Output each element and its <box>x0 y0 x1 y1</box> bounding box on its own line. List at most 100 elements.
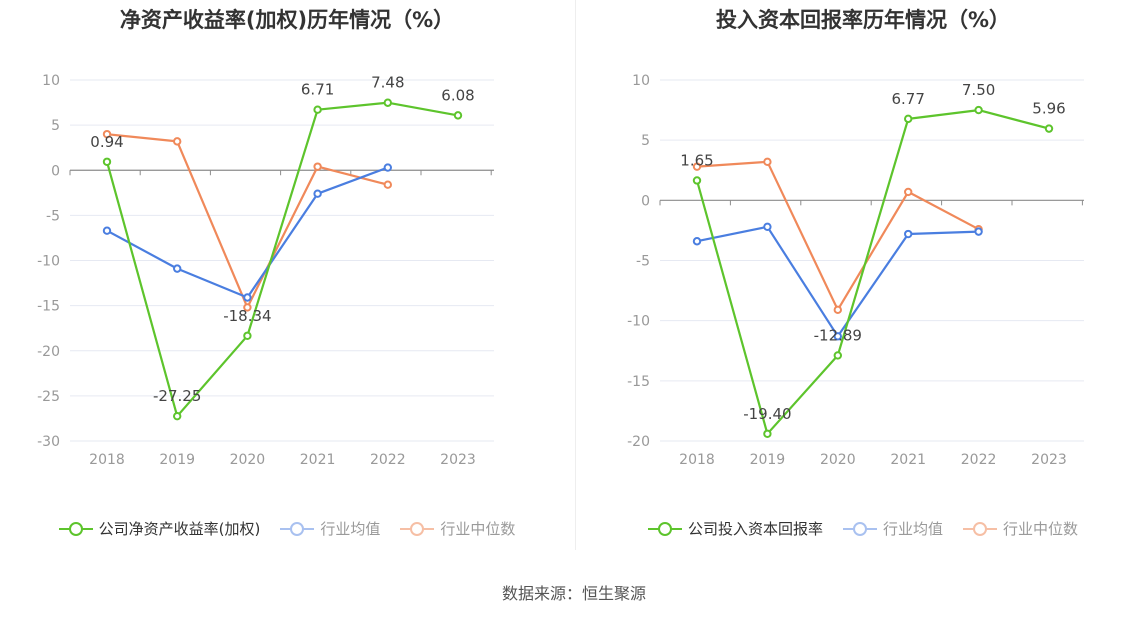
data-label: 7.50 <box>962 81 995 99</box>
data-label: -27.25 <box>153 387 201 405</box>
y-tick-label: -20 <box>37 344 60 360</box>
legend-swatch-icon <box>842 521 877 536</box>
data-point <box>974 105 983 115</box>
legend-label: 公司投入资本回报率 <box>687 520 823 538</box>
y-tick-label: 0 <box>641 193 650 209</box>
legend-item[interactable]: 行业中位数 <box>400 518 515 539</box>
legend-swatch-icon <box>400 521 435 536</box>
data-point <box>102 157 112 166</box>
x-tick-label: 2022 <box>961 452 997 468</box>
x-tick-label: 2018 <box>89 452 125 468</box>
data-point <box>102 226 112 235</box>
legend-swatch-icon <box>280 521 315 536</box>
data-point <box>692 162 702 171</box>
roe-chart: 10 5 0 -5 -10 -15 -20 -25 -30 2018 2019 2020 2021 202… <box>37 73 494 468</box>
legend-swatch-icon <box>647 521 682 536</box>
x-tick-label: 2019 <box>159 452 195 468</box>
x-tick-label: 2021 <box>300 452 336 468</box>
x-tick-label: 2023 <box>1031 452 1067 468</box>
data-label: 6.08 <box>441 86 474 104</box>
data-point <box>243 303 252 312</box>
data-point <box>904 187 913 197</box>
data-source: 数据来源：恒生聚源 <box>501 584 646 603</box>
data-label: 6.77 <box>891 90 924 108</box>
y-tick-label: 10 <box>632 73 650 89</box>
data-point <box>453 111 463 120</box>
roe-chart-legend: 公司净资产收益率(加权) 行业均值 行业中位数 <box>0 518 574 539</box>
data-point <box>833 305 842 315</box>
y-tick-label: -25 <box>37 389 60 405</box>
legend-label: 行业均值 <box>882 520 943 538</box>
y-tick-label: -30 <box>37 434 60 450</box>
data-label: 5.96 <box>1032 100 1065 118</box>
y-tick-label: -5 <box>46 208 60 224</box>
roe-chart-title: 净资产收益率(加权)历年情况（%） <box>119 8 455 32</box>
legend-item[interactable]: 行业中位数 <box>963 518 1078 539</box>
legend-item[interactable]: 公司净资产收益率(加权) <box>58 518 261 539</box>
series-line <box>695 109 1050 435</box>
data-label: -12.89 <box>814 326 862 344</box>
data-point <box>974 227 983 236</box>
roic-chart-panel: 投入资本回报率历年情况（%） 10 5 0 -5 -10 -15 -20 2018 2019 20… <box>576 0 1148 560</box>
x-tick-label: 2023 <box>440 452 476 468</box>
roic-chart-title: 投入资本回报率历年情况（%） <box>715 8 1011 32</box>
data-point <box>833 332 842 341</box>
legend-label: 行业中位数 <box>440 520 516 538</box>
y-tick-label: 5 <box>641 133 650 149</box>
data-point <box>692 237 702 246</box>
data-point <box>313 105 322 114</box>
series-line <box>106 166 389 299</box>
legend-label: 行业中位数 <box>1003 520 1079 538</box>
data-point <box>383 98 392 107</box>
data-point <box>383 180 392 189</box>
series-line <box>106 133 389 309</box>
x-tick-label: 2021 <box>890 452 926 468</box>
y-tick-label: -10 <box>627 314 650 330</box>
data-point <box>173 411 182 421</box>
y-tick-label: -15 <box>37 299 60 315</box>
legend-item[interactable]: 行业均值 <box>280 518 380 539</box>
data-point <box>763 222 772 232</box>
legend-swatch-icon <box>58 521 93 536</box>
y-tick-label: -15 <box>627 374 650 390</box>
data-label: -18.34 <box>223 307 271 325</box>
y-tick-label: 0 <box>51 163 60 179</box>
legend-item[interactable]: 行业均值 <box>842 518 943 539</box>
data-label: 6.71 <box>301 81 334 99</box>
data-point <box>833 351 842 360</box>
data-point <box>243 293 252 302</box>
data-label: 7.48 <box>371 74 404 92</box>
roic-chart: 10 5 0 -5 -10 -15 -20 2018 2019 2020 2021 2022 2023 1… <box>627 73 1084 468</box>
x-tick-label: 2020 <box>230 452 266 468</box>
panel-divider <box>575 0 576 550</box>
data-point <box>173 137 182 146</box>
data-label: -19.40 <box>743 405 791 423</box>
data-point <box>763 157 772 167</box>
legend-swatch-icon <box>963 521 997 536</box>
roe-chart-panel: 净资产收益率(加权)历年情况（%） 10 5 0 -5 -10 -15 -20 -25 -30 2… <box>0 0 574 560</box>
data-point <box>383 163 392 172</box>
data-point <box>692 176 702 185</box>
legend-item[interactable]: 公司投入资本回报率 <box>647 518 823 539</box>
legend-label: 行业均值 <box>320 520 381 538</box>
data-point <box>904 229 913 239</box>
y-tick-label: 10 <box>42 73 60 89</box>
x-tick-label: 2018 <box>679 452 715 468</box>
data-point <box>313 162 322 171</box>
x-tick-label: 2019 <box>750 452 786 468</box>
roic-chart-legend: 公司投入资本回报率 行业均值 行业中位数 <box>576 518 1148 539</box>
series-line <box>696 225 979 338</box>
data-label: 1.65 <box>680 151 713 169</box>
y-tick-label: -20 <box>627 434 650 450</box>
x-tick-label: 2022 <box>370 452 406 468</box>
data-point <box>173 264 182 273</box>
series-line <box>696 160 980 311</box>
data-point <box>904 114 913 124</box>
data-point <box>313 189 322 198</box>
data-point <box>243 331 252 340</box>
data-point <box>763 429 772 438</box>
data-label: 0.94 <box>90 133 123 151</box>
data-point <box>1044 124 1054 133</box>
y-tick-label: 5 <box>51 118 60 134</box>
legend-label: 公司净资产收益率(加权) <box>98 520 261 538</box>
